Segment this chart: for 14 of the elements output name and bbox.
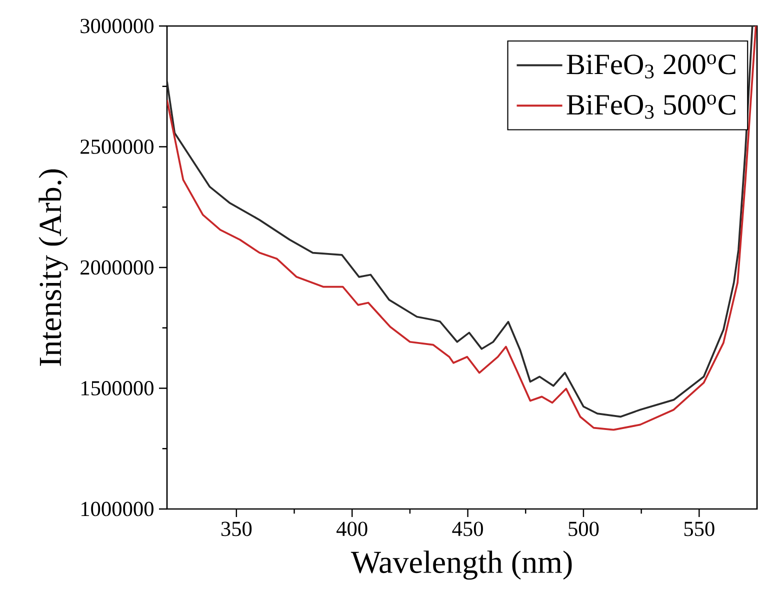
y-tick-label: 3000000 [80,18,154,34]
legend-label: BiFeO$_{3}$ 200$^{o}$C [566,54,736,78]
y-tick-label: 1000000 [82,502,154,516]
y-tick-label: 2000000 [80,260,154,275]
x-tick-label: 400 [336,522,368,536]
legend-label: BiFeO$_{3}$ 500$^{o}$C [566,94,736,119]
y-tick-label: 2500000 [80,140,154,154]
y-tick-label: 1500000 [82,381,154,396]
x-tick-label: 500 [568,522,599,536]
x-tick-label: 450 [452,522,483,536]
x-tick-label: 550 [684,522,714,536]
x-axis-title: Wavelength (nm) [350,550,572,580]
y-axis-title: Intensity (Arb.) [38,169,68,366]
x-tick-label: 350 [221,522,252,536]
